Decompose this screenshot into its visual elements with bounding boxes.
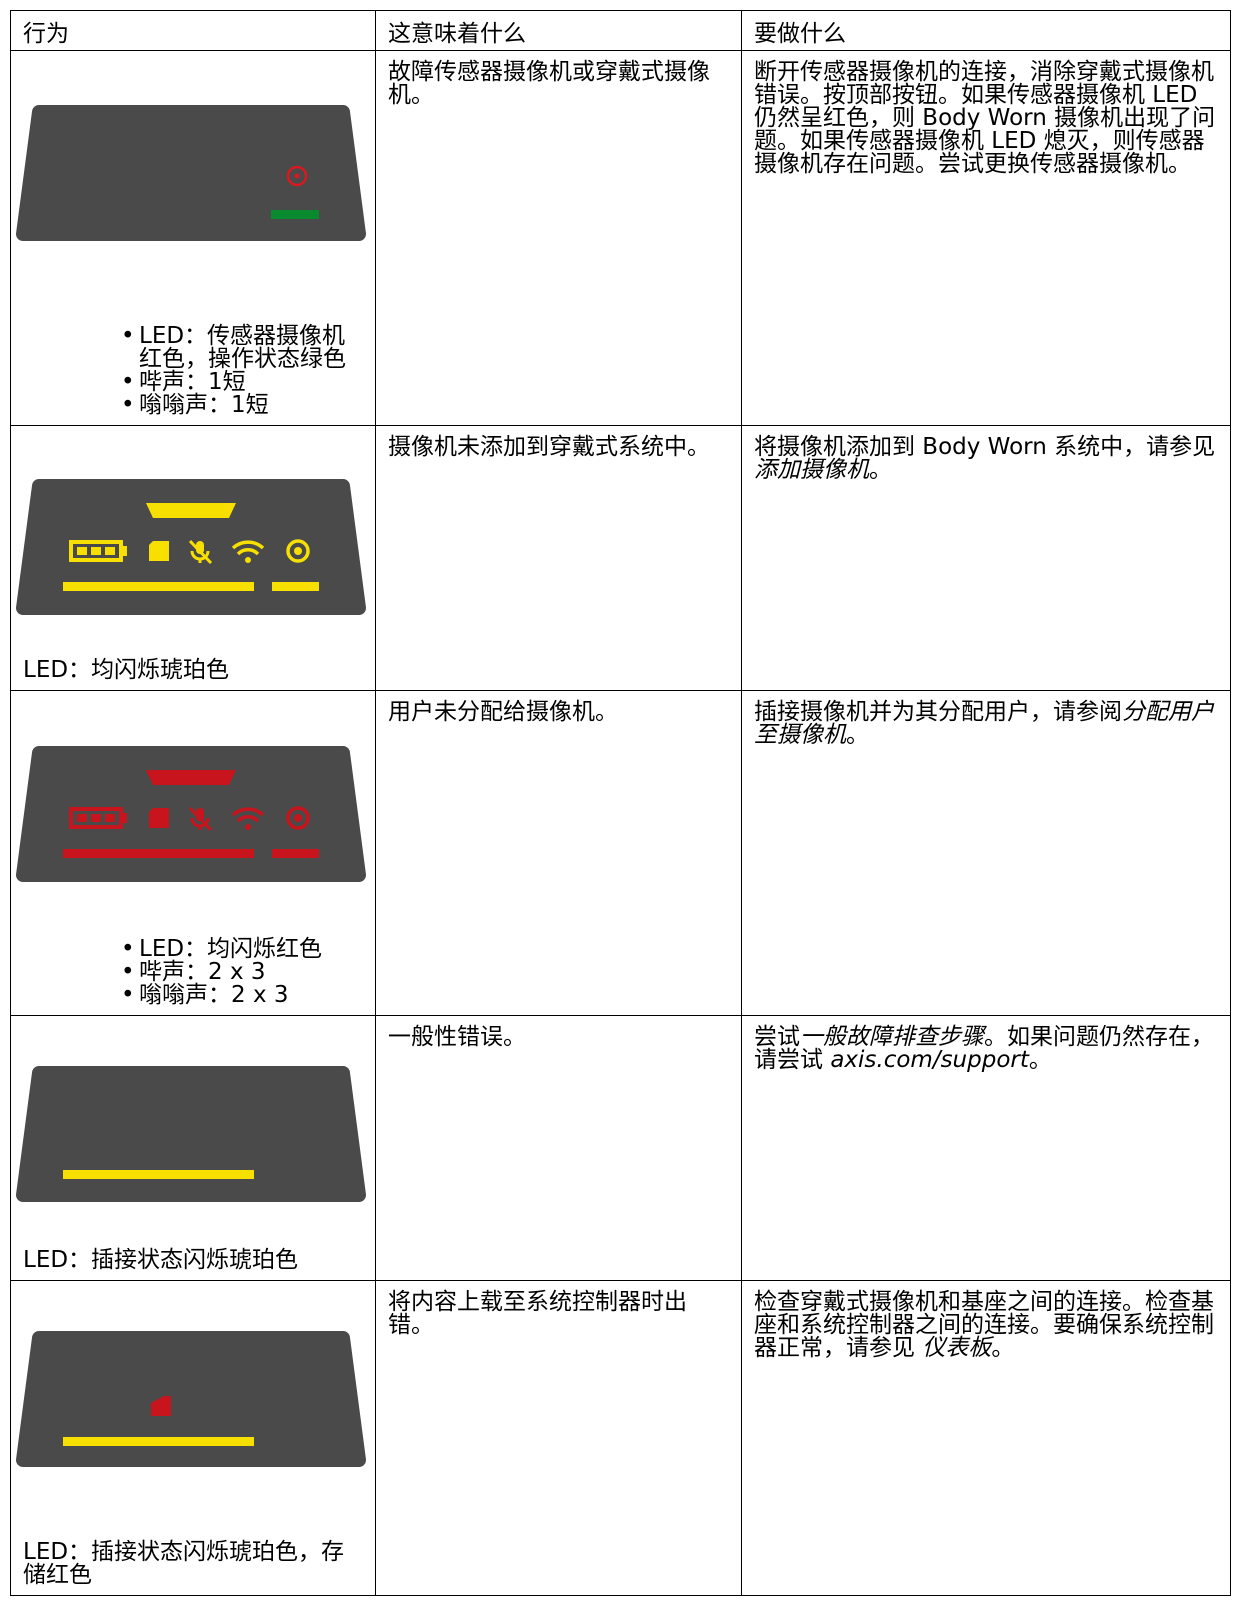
action-cell: 检查穿戴式摄像机和基座之间的连接。检查基座和系统控制器之间的连接。要确保系统控制… bbox=[741, 1280, 1231, 1596]
action-text: 。如果问题仍然存在，请尝试 bbox=[754, 1024, 1214, 1073]
header-cell: 行为 bbox=[10, 10, 376, 51]
behavior-bullet: 嗡嗡声：1短 bbox=[119, 394, 355, 418]
action-cell: 插接摄像机并为其分配用户，请参阅分配用户至摄像机。 bbox=[741, 690, 1231, 1016]
behavior-cell: LED：插接状态闪烁琥珀色 bbox=[10, 1015, 376, 1281]
action-text: 。 bbox=[869, 457, 892, 483]
header-cell: 要做什么 bbox=[741, 10, 1231, 51]
camera-illustration bbox=[11, 742, 376, 892]
behavior-text: LED：均闪烁琥珀色 bbox=[23, 657, 230, 683]
action-link: 添加摄像机 bbox=[754, 457, 869, 483]
behavior-bullet: LED：传感器摄像机红色，操作状态绿色 bbox=[119, 325, 355, 371]
action-link: 分配用户至摄像机 bbox=[754, 699, 1214, 748]
action-text: 。 bbox=[846, 722, 869, 748]
action-text: 检查穿戴式摄像机和基座之间的连接。检查基座和系统控制器之间的连接。要确保系统控制… bbox=[754, 1289, 1214, 1361]
action-link: 一般故障排查步骤 bbox=[800, 1024, 984, 1050]
behavior-text: LED：插接状态闪烁琥珀色，存储红色 bbox=[23, 1539, 345, 1588]
camera-illustration bbox=[11, 101, 376, 251]
behavior-bullet: 哔声：1短 bbox=[119, 371, 355, 395]
behavior-list: LED：均闪烁红色哔声：2 x 3嗡嗡声：2 x 3 bbox=[119, 938, 355, 1008]
action-cell: 将摄像机添加到 Body Worn 系统中，请参见添加摄像机。 bbox=[741, 425, 1231, 691]
behavior-cell: LED：均闪烁红色哔声：2 x 3嗡嗡声：2 x 3 bbox=[10, 690, 376, 1016]
camera-illustration bbox=[11, 1327, 376, 1477]
meaning-cell: 一般性错误。 bbox=[375, 1015, 742, 1281]
camera-illustration bbox=[11, 475, 376, 625]
action-text: 插接摄像机并为其分配用户，请参阅 bbox=[754, 699, 1122, 725]
meaning-cell: 摄像机未添加到穿戴式系统中。 bbox=[375, 425, 742, 691]
behavior-cell: LED：传感器摄像机红色，操作状态绿色哔声：1短嗡嗡声：1短 bbox=[10, 50, 376, 426]
behavior-bullet: LED：均闪烁红色 bbox=[119, 938, 355, 962]
action-text: 。 bbox=[991, 1335, 1015, 1361]
action-text: 尝试 bbox=[754, 1024, 800, 1050]
action-text: 将摄像机添加到 Body Worn 系统中，请参见 bbox=[754, 434, 1216, 460]
meaning-cell: 用户未分配给摄像机。 bbox=[375, 690, 742, 1016]
behavior-bullet: 哔声：2 x 3 bbox=[119, 961, 355, 985]
action-link: axis.com/support bbox=[830, 1047, 1029, 1073]
behavior-cell: LED：插接状态闪烁琥珀色，存储红色 bbox=[10, 1280, 376, 1596]
action-link: 仪表板 bbox=[922, 1335, 992, 1361]
action-text: 断开传感器摄像机的连接，消除穿戴式摄像机错误。按顶部按钮。如果传感器摄像机 LE… bbox=[754, 59, 1216, 177]
camera-illustration bbox=[11, 1062, 376, 1212]
behavior-bullet: 嗡嗡声：2 x 3 bbox=[119, 984, 355, 1008]
meaning-cell: 故障传感器摄像机或穿戴式摄像机。 bbox=[375, 50, 742, 426]
action-cell: 尝试一般故障排查步骤。如果问题仍然存在，请尝试 axis.com/support… bbox=[741, 1015, 1231, 1281]
behavior-text: LED：插接状态闪烁琥珀色 bbox=[23, 1247, 299, 1273]
meaning-cell: 将内容上载至系统控制器时出错。 bbox=[375, 1280, 742, 1596]
behavior-list: LED：传感器摄像机红色，操作状态绿色哔声：1短嗡嗡声：1短 bbox=[119, 325, 355, 418]
action-text: 。 bbox=[1028, 1047, 1052, 1073]
action-cell: 断开传感器摄像机的连接，消除穿戴式摄像机错误。按顶部按钮。如果传感器摄像机 LE… bbox=[741, 50, 1231, 426]
header-cell: 这意味着什么 bbox=[375, 10, 742, 51]
behavior-cell: LED：均闪烁琥珀色 bbox=[10, 425, 376, 691]
